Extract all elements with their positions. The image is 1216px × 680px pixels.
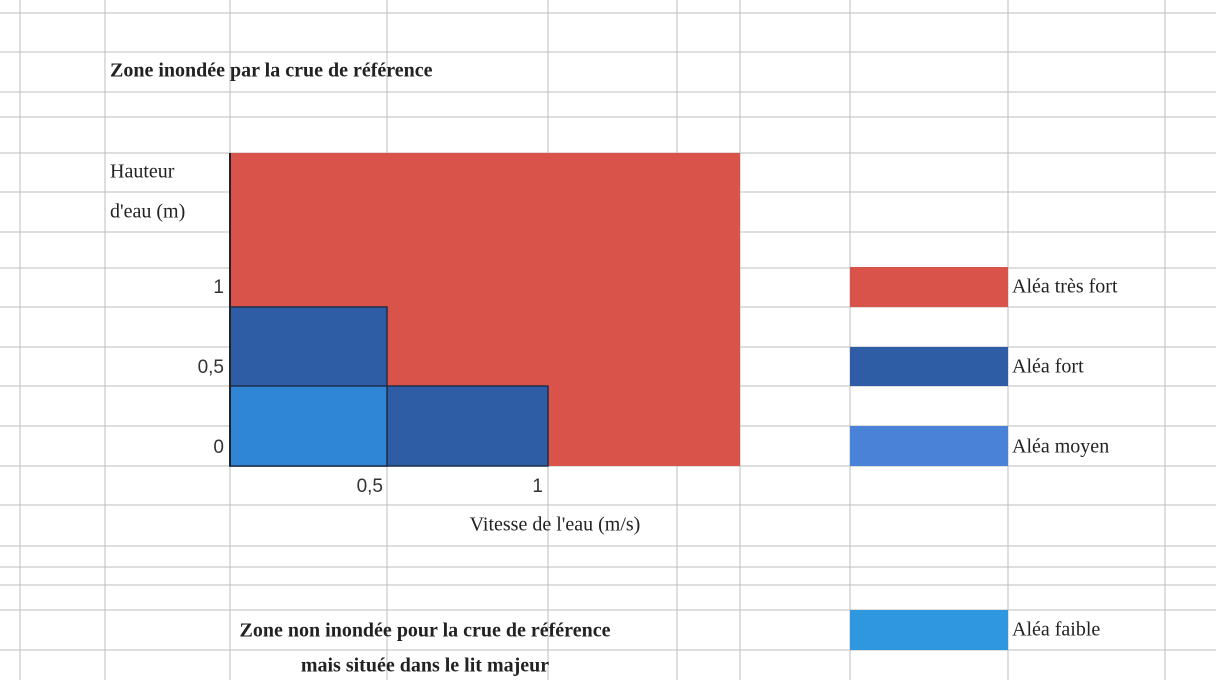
legend-label: Aléa très fort: [1012, 276, 1118, 298]
x-tick-label: 0,5: [357, 476, 383, 497]
title: Zone inondée par la crue de référence: [110, 60, 433, 82]
x-label: Vitesse de l'eau (m/s): [470, 514, 641, 536]
y-tick-label: 1: [213, 277, 224, 298]
zone-high: [386, 385, 549, 467]
y-tick-label: 0: [213, 437, 224, 458]
legend-swatch: [850, 426, 1008, 466]
legend-swatch: [850, 267, 1008, 307]
legend-label: Aléa moyen: [1012, 436, 1109, 458]
footer-text: Zone non inondée pour la crue de référen…: [240, 620, 611, 642]
footer-text: mais située dans le lit majeur: [301, 655, 549, 677]
zone-medium: [229, 385, 388, 467]
legend-swatch: [850, 610, 1008, 650]
legend-label: Aléa fort: [1012, 356, 1084, 378]
y-label: d'eau (m): [110, 201, 185, 223]
x-tick-label: 1: [532, 476, 543, 497]
legend-label: Aléa faible: [1012, 619, 1100, 641]
y-tick-label: 0,5: [198, 357, 224, 378]
y-label: Hauteur: [110, 161, 175, 183]
legend-swatch: [850, 347, 1008, 386]
